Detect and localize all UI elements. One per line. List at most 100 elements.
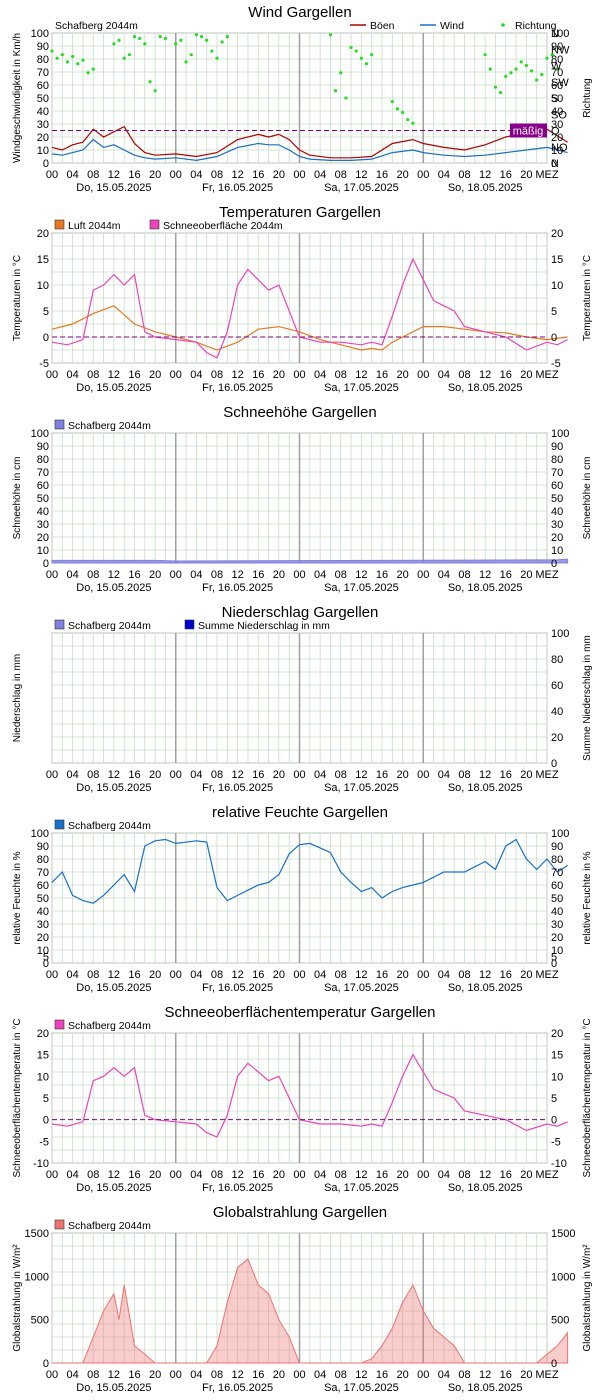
legend-label: Schafberg 2044m bbox=[68, 620, 151, 632]
x-tick-label: 08 bbox=[335, 1369, 347, 1381]
x-tick-label: 12 bbox=[355, 769, 367, 781]
x-tick-label: 08 bbox=[458, 1369, 470, 1381]
x-tick-label: 12 bbox=[108, 769, 120, 781]
y-tick-label: 0 bbox=[43, 958, 49, 970]
y-tick-label-right: 70 bbox=[551, 67, 563, 79]
y-tick-label-right: 40 bbox=[551, 906, 563, 918]
y-tick-label-right: -10 bbox=[551, 1158, 567, 1170]
x-tick-label: 00 bbox=[417, 569, 429, 581]
x-tick-label: 00 bbox=[46, 369, 58, 381]
day-label: Fr, 16.05.2025 bbox=[202, 382, 273, 394]
y-tick-label-right: 0 bbox=[551, 158, 557, 170]
direction-point bbox=[184, 60, 188, 64]
chart-title: Niederschlag Gargellen bbox=[222, 604, 379, 621]
y-tick-label: 50 bbox=[37, 493, 49, 505]
y-tick-label: 100 bbox=[31, 828, 49, 840]
x-tick-label: 12 bbox=[479, 169, 491, 181]
y-tick-label-right: 30 bbox=[551, 519, 563, 531]
legend-label: Summe Niederschlag in mm bbox=[198, 620, 330, 632]
day-label: Sa, 17.05.2025 bbox=[324, 782, 399, 794]
x-tick-label: 00 bbox=[293, 1369, 305, 1381]
x-tick-label: 16 bbox=[252, 169, 264, 181]
x-tick-label: 04 bbox=[67, 569, 79, 581]
y-tick-label: 20 bbox=[37, 228, 49, 240]
direction-point bbox=[138, 36, 142, 41]
direction-point bbox=[545, 56, 549, 60]
x-tick-label: 08 bbox=[211, 769, 223, 781]
x-tick-label: 08 bbox=[211, 969, 223, 981]
x-tick-label: 08 bbox=[211, 569, 223, 581]
y-tick-label: 0 bbox=[43, 1115, 49, 1127]
threshold-label: mäßig bbox=[513, 126, 544, 138]
x-tick-label: 04 bbox=[67, 369, 79, 381]
day-label: Do, 15.05.2025 bbox=[76, 182, 151, 194]
direction-point bbox=[112, 42, 116, 46]
x-tick-label: 20 bbox=[149, 1169, 161, 1181]
x-tick-label: 12 bbox=[355, 1169, 367, 1181]
y-tick-label-right: 10 bbox=[551, 545, 563, 557]
x-tick-label: 16 bbox=[252, 1169, 264, 1181]
x-tick-label: 08 bbox=[458, 569, 470, 581]
x-tick-label: 04 bbox=[314, 169, 326, 181]
direction-point bbox=[364, 62, 369, 66]
x-tick-label: 04 bbox=[438, 1369, 450, 1381]
legend-swatch bbox=[54, 419, 65, 430]
timezone-label: MEZ bbox=[535, 1169, 559, 1181]
x-tick-label: 16 bbox=[252, 1369, 264, 1381]
direction-point bbox=[535, 78, 539, 82]
x-tick-label: 16 bbox=[128, 569, 140, 581]
day-label: Do, 15.05.2025 bbox=[76, 1182, 151, 1194]
x-tick-label: 16 bbox=[376, 1169, 388, 1181]
y-tick-label: 90 bbox=[37, 41, 49, 53]
x-tick-label: 00 bbox=[46, 1369, 58, 1381]
legend-label: Wind bbox=[440, 20, 464, 32]
x-tick-label: 12 bbox=[355, 969, 367, 981]
direction-point bbox=[179, 38, 183, 42]
direction-point bbox=[132, 35, 137, 39]
x-tick-label: 20 bbox=[520, 1369, 532, 1381]
direction-tick-label: W bbox=[551, 61, 562, 73]
x-tick-label: 04 bbox=[190, 569, 202, 581]
x-tick-label: 04 bbox=[314, 769, 326, 781]
y-tick-label: 60 bbox=[37, 880, 49, 892]
x-tick-label: 08 bbox=[458, 769, 470, 781]
y-tick-label: 30 bbox=[37, 519, 49, 531]
day-label: So, 18.05.2025 bbox=[448, 782, 523, 794]
y-tick-label-right: 60 bbox=[551, 480, 563, 492]
timezone-label: MEZ bbox=[535, 369, 559, 381]
x-tick-label: 08 bbox=[335, 969, 347, 981]
direction-point bbox=[91, 67, 95, 71]
series-area bbox=[51, 558, 569, 564]
y-tick-label-right: 60 bbox=[551, 680, 563, 692]
day-label: So, 18.05.2025 bbox=[448, 382, 523, 394]
x-tick-label: 08 bbox=[87, 769, 99, 781]
x-tick-label: 20 bbox=[273, 169, 285, 181]
x-tick-label: 20 bbox=[149, 1369, 161, 1381]
x-tick-label: 08 bbox=[458, 969, 470, 981]
y-axis-label: Globalstrahlung in W/m² bbox=[12, 1244, 23, 1352]
direction-point bbox=[504, 74, 508, 78]
x-tick-label: 04 bbox=[314, 969, 326, 981]
series-line bbox=[51, 125, 568, 159]
x-tick-label: 00 bbox=[46, 169, 58, 181]
x-tick-label: 12 bbox=[479, 569, 491, 581]
y-tick-label: 10 bbox=[37, 145, 49, 157]
x-tick-label: 00 bbox=[170, 569, 182, 581]
day-label: Fr, 16.05.2025 bbox=[202, 1182, 273, 1194]
y-tick-label-right: 0 bbox=[551, 958, 557, 970]
x-tick-label: 04 bbox=[67, 969, 79, 981]
direction-point bbox=[50, 49, 54, 53]
direction-point bbox=[210, 49, 214, 53]
x-tick-label: 12 bbox=[108, 369, 120, 381]
y-tick-label: 60 bbox=[37, 80, 49, 92]
x-tick-label: 20 bbox=[149, 569, 161, 581]
direction-point bbox=[60, 53, 64, 57]
direction-tick-label: SO bbox=[551, 109, 567, 121]
x-tick-label: 08 bbox=[335, 1169, 347, 1181]
x-tick-label: 16 bbox=[128, 769, 140, 781]
x-tick-label: 20 bbox=[273, 569, 285, 581]
y-tick-label: 30 bbox=[37, 919, 49, 931]
y-tick-label-right: 70 bbox=[551, 467, 563, 479]
x-tick-label: 08 bbox=[87, 169, 99, 181]
